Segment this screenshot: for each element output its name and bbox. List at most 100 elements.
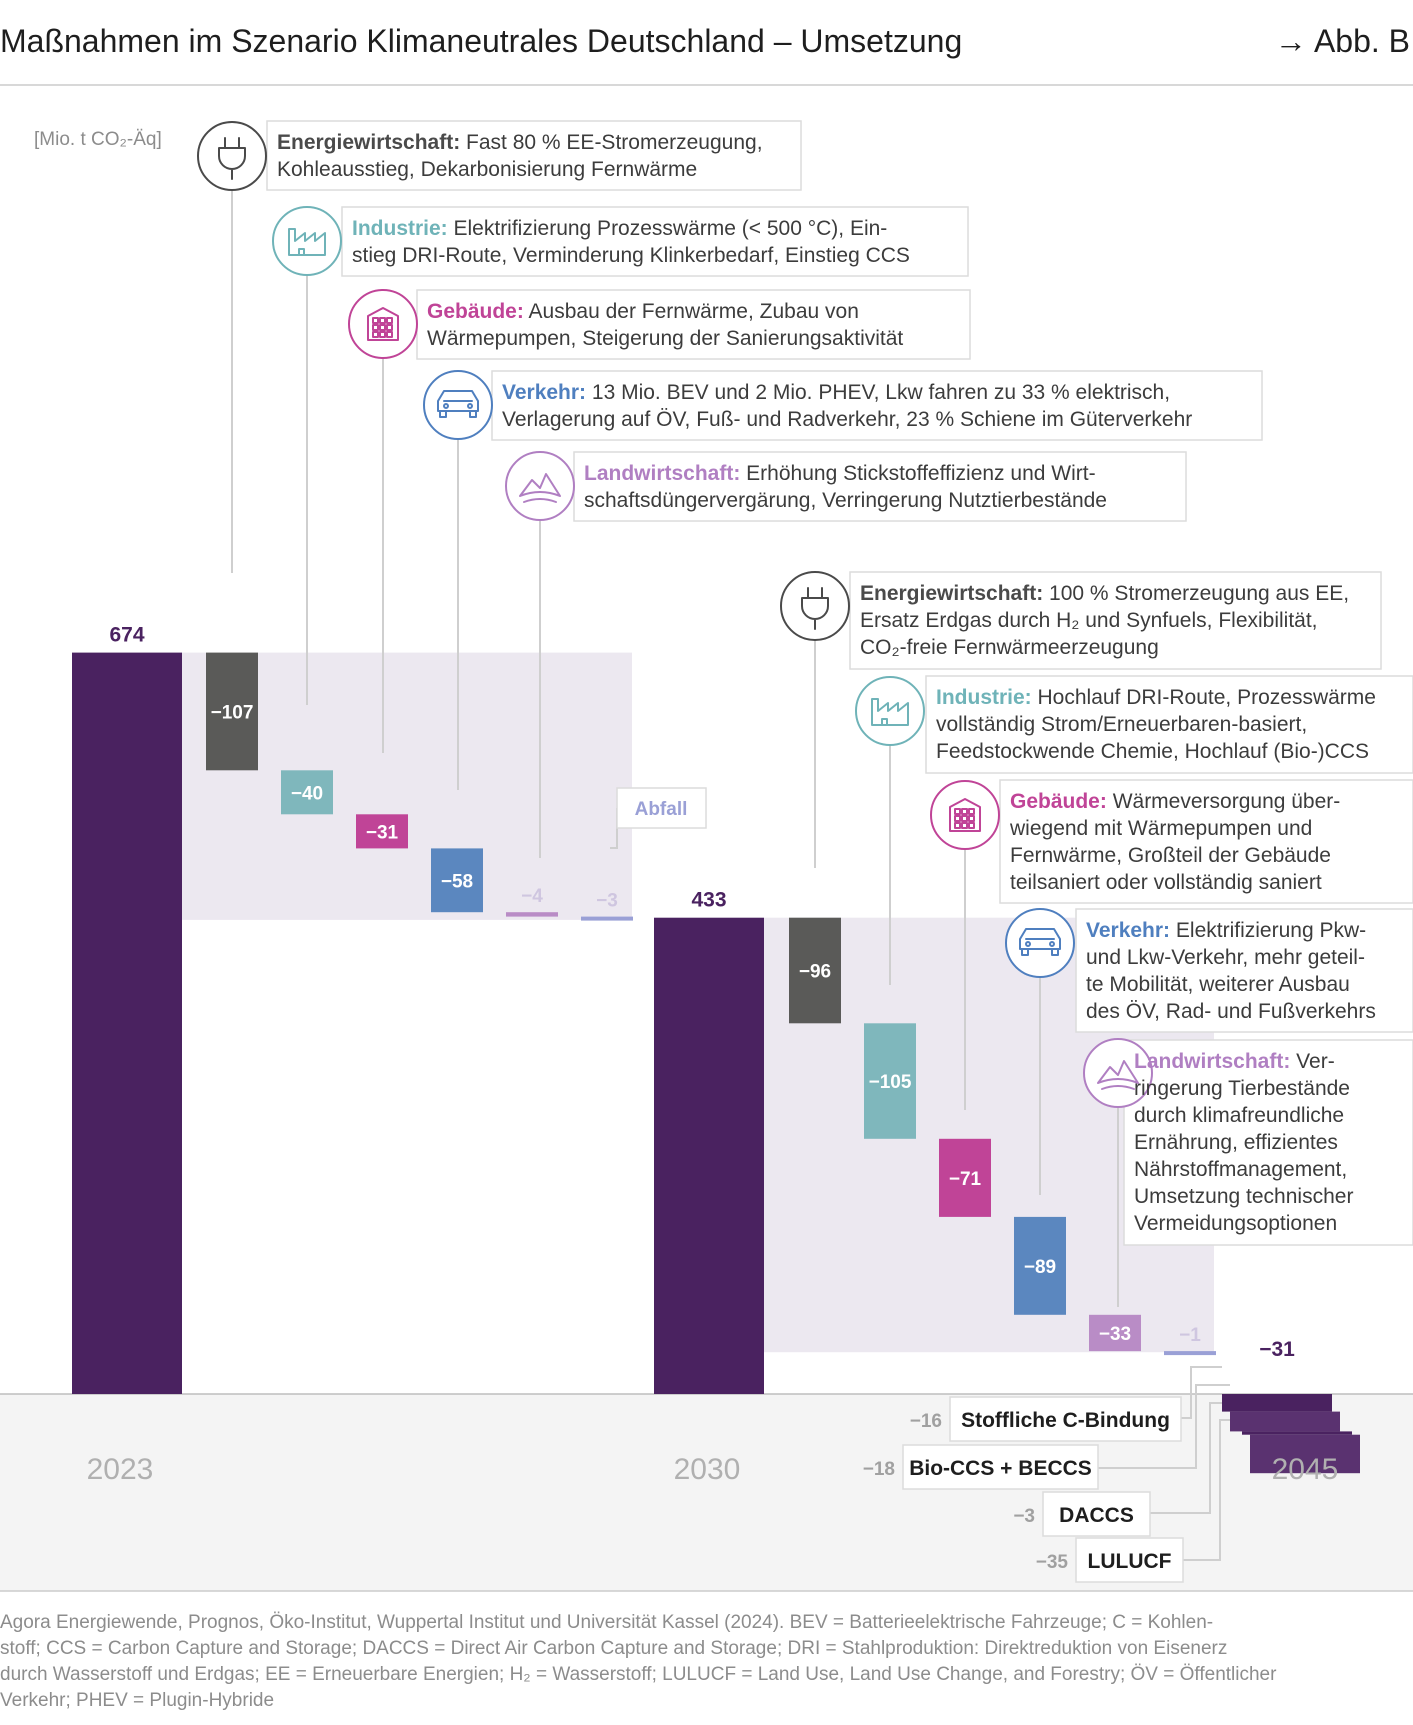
- step-bar-2030-2045-abfall: [1164, 1351, 1216, 1356]
- annotation-category-2030-landwirtschaft: Landwirtschaft:: [584, 462, 740, 485]
- abfall-label: Abfall: [635, 799, 688, 820]
- annotation-text-2045-verkehr-0: Verkehr: Elektrifizierung Pkw-: [1086, 919, 1366, 942]
- annotation-text-2045-gebaeude-0: Gebäude: Wärmeversorgung über-: [1010, 790, 1340, 813]
- remaining-name-daccs: DACCS: [1059, 1504, 1134, 1527]
- annotation-text-2045-landwirtschaft-0: Landwirtschaft: Ver-: [1134, 1050, 1335, 1073]
- annotation-text-2045-energie-1: Ersatz Erdgas durch H₂ und Synfuels, Fle…: [860, 609, 1318, 632]
- remaining-value-daccs: −3: [1013, 1506, 1035, 1527]
- remaining-bar-0: [1222, 1394, 1332, 1412]
- remaining-name-lulucf: LULUCF: [1088, 1550, 1172, 1573]
- remaining-bar-2: [1242, 1431, 1352, 1435]
- source-line-0: Agora Energiewende, Prognos, Öko-Institu…: [0, 1612, 1213, 1633]
- annotation-text-2030-industrie-0: Industrie: Elektrifizierung Prozesswärme…: [352, 217, 887, 240]
- remaining-value-bioccs: −18: [863, 1459, 895, 1480]
- annotation-box-2045-industrie: [925, 675, 1413, 774]
- annotation-category-2030-verkehr: Verkehr:: [502, 381, 586, 404]
- building-icon: [348, 289, 418, 359]
- year-label-2045: 2045: [1272, 1453, 1339, 1486]
- remaining-connector-stoffliche: [1181, 1366, 1222, 1419]
- annotation-box-2030-verkehr: [491, 370, 1263, 441]
- page-title: Maßnahmen im Szenario Klimaneutrales Deu…: [0, 23, 962, 59]
- annotation-box-2045-gebaeude: [999, 779, 1413, 904]
- year-label-2030: 2030: [674, 1453, 741, 1486]
- annotation-text-2045-gebaeude-3: teilsaniert oder vollständig saniert: [1010, 871, 1322, 894]
- annotation-text-2030-energie-0: Energiewirtschaft: Fast 80 % EE-Stromerz…: [277, 131, 763, 154]
- step-bar-2023-2030-energie: [206, 652, 258, 771]
- annotation-box-2045-landwirtschaft: [1123, 1039, 1413, 1246]
- year-axis: 2023 2030 2045: [87, 1453, 1339, 1486]
- step-bar-2030-2045-industrie: [864, 1023, 916, 1139]
- annotation-text-2030-gebaeude-0: Gebäude: Ausbau der Fernwärme, Zubau von: [427, 300, 859, 323]
- annotation-text-2045-landwirtschaft-5: Umsetzung technischer: [1134, 1185, 1353, 1208]
- step-label-2030-2045-verkehr: −89: [1024, 1257, 1056, 1278]
- step-label-2030-2045-industrie: −105: [869, 1072, 912, 1093]
- annotation-box-2030-industrie: [341, 206, 969, 277]
- step-label-2023-2030-energie: −107: [211, 702, 254, 723]
- annotation-text-2030-verkehr-0: Verkehr: 13 Mio. BEV und 2 Mio. PHEV, Lk…: [502, 381, 1170, 404]
- remaining-name-stoffliche: Stoffliche C-Bindung: [961, 1409, 1170, 1432]
- step-label-2023-2030-landwirtschaft: −4: [521, 886, 543, 907]
- axis-background: [0, 1394, 1413, 1591]
- source-note: Agora Energiewende, Prognos, Öko-Institu…: [0, 1612, 1277, 1711]
- factory-icon: [855, 676, 925, 746]
- annotation-box-2030-landwirtschaft: [573, 451, 1187, 522]
- remaining-bar-1: [1230, 1411, 1340, 1432]
- step-label-2030-2045-landwirtschaft: −33: [1099, 1324, 1131, 1345]
- step-bar-2023-2030-abfall: [581, 916, 633, 921]
- annotation-category-2030-industrie: Industrie:: [352, 217, 448, 240]
- annotation-text-2045-industrie-1: vollständig Strom/Erneuerbaren-basiert,: [936, 713, 1307, 736]
- remaining-value-lulucf: −35: [1036, 1552, 1069, 1573]
- remaining-box-bioccs: [902, 1444, 1099, 1490]
- annotation-category-2045-industrie: Industrie:: [936, 686, 1032, 709]
- annotation-text-2030-landwirtschaft-1: schaftsdüngervergärung, Verringerung Nut…: [584, 489, 1107, 512]
- annotation-text-2045-landwirtschaft-1: ringerung Tierbestände: [1134, 1077, 1350, 1100]
- car-icon: [423, 370, 493, 440]
- annotation-text-2045-verkehr-2: te Mobilität, weiterer Ausbau: [1086, 973, 1350, 996]
- annotation-category-2045-energie: Energiewirtschaft:: [860, 582, 1043, 605]
- annotation-text-2030-landwirtschaft-0: Landwirtschaft: Erhöhung Stickstoffeffiz…: [584, 462, 1096, 485]
- step-bar-2023-2030-industrie: [281, 770, 333, 815]
- step-bar-2030-2045-landwirtschaft: [1089, 1314, 1141, 1352]
- step-bar-2023-2030-gebaeude: [356, 814, 408, 849]
- annotation-category-2030-energie: Energiewirtschaft:: [277, 131, 460, 154]
- annotation-text-2045-industrie-2: Feedstockwende Chemie, Hochlauf (Bio-)CC…: [936, 740, 1369, 763]
- landscape-icon: [505, 451, 575, 521]
- annotation-text-2045-gebaeude-2: Fernwärme, Großteil der Gebäude: [1010, 844, 1331, 867]
- total-label-2045: −31: [1259, 1338, 1295, 1361]
- annotation-text-2045-landwirtschaft-3: Ernährung, effizientes: [1134, 1131, 1338, 1154]
- annotation-text-2045-energie-2: CO₂-freie Fernwärmeerzeugung: [860, 636, 1159, 659]
- plug-icon: [780, 571, 850, 641]
- annotation-box-2045-energie: [849, 571, 1382, 670]
- annotation-text-2045-industrie-0: Industrie: Hochlauf DRI-Route, Prozesswä…: [936, 686, 1376, 709]
- annotation-category-2030-gebaeude: Gebäude:: [427, 300, 524, 323]
- step-label-2023-2030-abfall: −3: [596, 891, 618, 912]
- remaining-emissions: Stoffliche C-Bindung −16 Bio-CCS + BECCS −1…: [863, 1396, 1184, 1583]
- building-icon: [930, 780, 1000, 850]
- annotation-category-2045-gebaeude: Gebäude:: [1010, 790, 1107, 813]
- step-label-2030-2045-gebaeude: −71: [949, 1169, 982, 1190]
- total-bar-2030: [654, 917, 764, 1394]
- total-label-2023: 674: [109, 624, 144, 647]
- step-label-2023-2030-industrie: −40: [291, 783, 323, 804]
- abfall-box: [616, 787, 707, 829]
- annotation-text-2030-gebaeude-1: Wärmepumpen, Steigerung der Sanierungsak…: [427, 327, 903, 350]
- year-label-2023: 2023: [87, 1453, 154, 1486]
- step-bar-2030-2045-energie: [789, 917, 841, 1024]
- source-line-2: durch Wasserstoff und Erdgas; EE = Erneu…: [0, 1664, 1277, 1685]
- total-label-2030: 433: [691, 889, 726, 912]
- unit-label: [Mio. t CO₂-Äq]: [34, 129, 162, 150]
- figure-reference[interactable]: → Abb. B: [1275, 23, 1410, 59]
- step-bar-2023-2030-verkehr: [431, 848, 483, 913]
- annotation-box-2045-verkehr: [1075, 908, 1413, 1033]
- remaining-connector-bioccs: [1098, 1384, 1230, 1469]
- annotation-text-2045-landwirtschaft-4: Nährstoffmanagement,: [1134, 1158, 1347, 1181]
- annotation-text-2045-landwirtschaft-2: durch klimafreundliche: [1134, 1104, 1344, 1127]
- remaining-box-daccs: [1042, 1491, 1151, 1537]
- step-bar-2023-2030-landwirtschaft: [506, 912, 558, 917]
- annotation-category-2045-landwirtschaft: Landwirtschaft:: [1134, 1050, 1290, 1073]
- plug-icon: [197, 121, 267, 191]
- step-label-2023-2030-gebaeude: −31: [366, 822, 399, 843]
- step-bar-2030-2045-gebaeude: [939, 1138, 991, 1217]
- value-labels: 674 433 −107 −40 −31 −58 −4 −3 −96 −105 −71 −89 −33 −…: [109, 624, 1295, 1361]
